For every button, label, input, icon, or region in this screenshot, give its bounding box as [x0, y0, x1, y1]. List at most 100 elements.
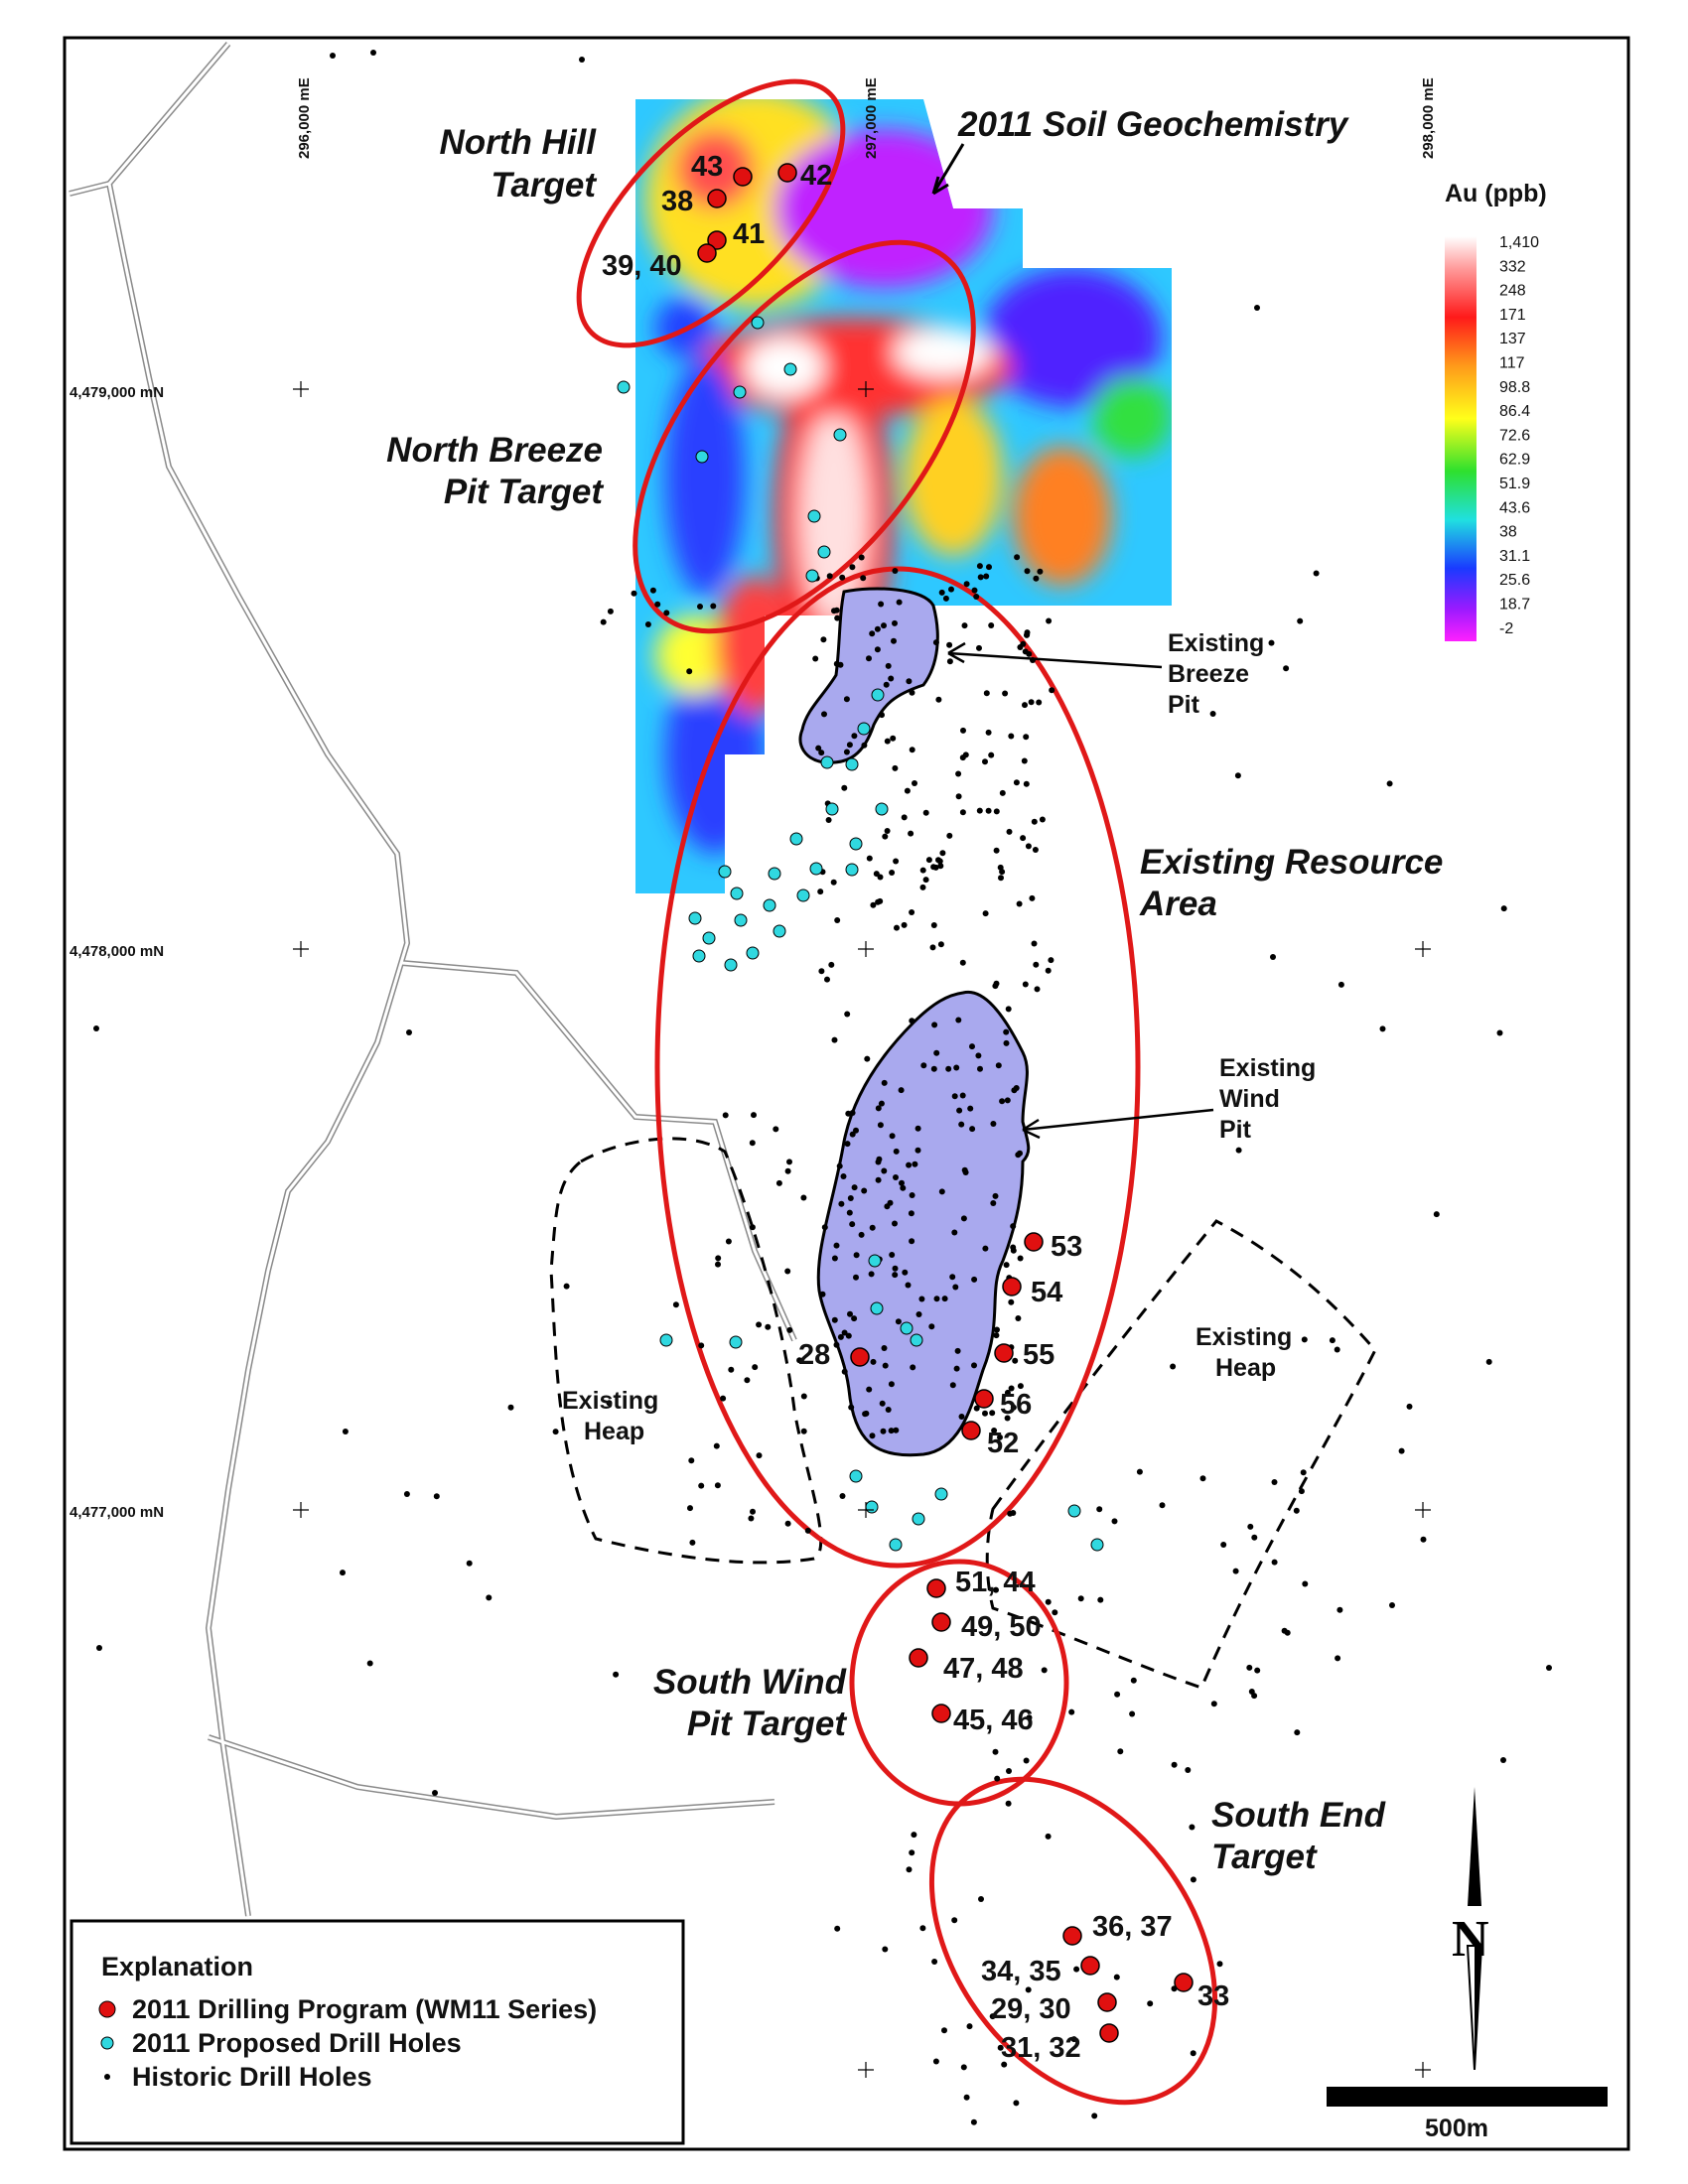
historic-drill-hole: [775, 1179, 782, 1186]
historic-drill-hole: [976, 644, 982, 651]
easting-297-label: 297,000 mE: [863, 77, 880, 159]
historic-drill-hole: [1216, 1961, 1223, 1968]
proposed-drill-hole: [695, 450, 709, 464]
proposed-drill-hole: [773, 924, 786, 938]
historic-drill-hole: [882, 833, 889, 840]
proposed-drill-hole: [817, 545, 831, 559]
historic-drill-holes: [93, 50, 1552, 2125]
historic-drill-hole: [744, 1377, 751, 1384]
historic-drill-hole: [1271, 1559, 1278, 1566]
historic-drill-hole: [406, 1029, 412, 1035]
historic-drill-hole: [891, 637, 897, 644]
historic-drill-hole: [902, 1269, 909, 1276]
historic-drill-hole: [882, 1946, 889, 1953]
historic-drill-hole: [975, 1052, 982, 1059]
historic-drill-hole: [951, 1229, 958, 1236]
historic-drill-hole: [901, 814, 908, 821]
historic-drill-hole: [784, 1520, 791, 1527]
historic-drill-hole: [953, 1064, 960, 1071]
drill-label-31-32: 31, 32: [1001, 2032, 1081, 2064]
historic-drill-hole: [951, 1917, 958, 1924]
drill-label-45-46: 45, 46: [953, 1705, 1034, 1736]
historic-drill-hole: [649, 587, 656, 594]
historic-drill-hole: [898, 1087, 905, 1094]
historic-drill-hole: [714, 1482, 721, 1489]
historic-drill-hole: [929, 944, 936, 951]
heap-east-label-2: Heap: [1215, 1354, 1276, 1382]
historic-drill-hole: [765, 1323, 772, 1330]
historic-drill-hole: [919, 884, 926, 890]
historic-drill-hole: [654, 601, 661, 608]
historic-drill-hole: [951, 1093, 958, 1100]
historic-drill-hole: [869, 1224, 876, 1231]
proposed-drill-hole: [734, 913, 748, 927]
north-hill-label-2: Target: [491, 166, 597, 205]
historic-drill-hole: [833, 1341, 840, 1348]
historic-drill-hole: [1025, 1986, 1032, 1993]
historic-drill-hole: [908, 830, 914, 837]
legend-value: 171: [1499, 307, 1526, 324]
historic-drill-hole: [992, 983, 999, 990]
proposed-drill-hole: [729, 1335, 743, 1349]
drill-label-29-30: 29, 30: [991, 1993, 1071, 2025]
proposed-drill-hole: [875, 802, 889, 816]
historic-drill-hole: [919, 867, 926, 874]
historic-drill-hole: [909, 689, 915, 696]
historic-drill-hole: [884, 1203, 891, 1210]
historic-drill-hole: [698, 1482, 705, 1489]
historic-drill-hole: [938, 1188, 945, 1195]
historic-drill-hole: [941, 1296, 948, 1302]
legend-color-ramp: [1445, 236, 1477, 641]
historic-drill-hole: [849, 1131, 856, 1138]
historic-drill-hole: [930, 864, 937, 871]
historic-drill-hole: [958, 1414, 965, 1420]
proposed-drill-hole: [730, 887, 744, 900]
historic-drill-hole: [1251, 1534, 1258, 1541]
historic-drill-hole: [750, 1508, 756, 1515]
historic-drill-hole: [894, 924, 900, 931]
historic-drill-hole: [1147, 2000, 1154, 2007]
drill-hole-2011: [974, 1389, 994, 1409]
legend-value: 25.6: [1499, 572, 1530, 589]
historic-drill-hole: [881, 622, 887, 629]
drill-hole-2011: [1062, 1926, 1082, 1946]
historic-drill-hole: [904, 787, 911, 794]
historic-drill-hole: [1136, 1468, 1143, 1475]
legend-value: 62.9: [1499, 452, 1530, 469]
soil-geochemistry-label: 2011 Soil Geochemistry: [957, 105, 1349, 144]
historic-drill-hole: [848, 1404, 855, 1411]
historic-drill-hole: [1005, 1800, 1012, 1807]
historic-drill-hole: [1246, 1664, 1253, 1671]
historic-drill-hole: [1029, 894, 1036, 901]
drill-hole-2011: [909, 1648, 928, 1668]
historic-drill-hole: [973, 1405, 980, 1412]
historic-drill-hole: [982, 1245, 989, 1252]
drill-label-56: 56: [1000, 1389, 1032, 1421]
historic-drill-hole: [915, 1311, 922, 1317]
historic-drill-hole: [1031, 940, 1038, 947]
historic-drill-hole: [1386, 780, 1393, 787]
northing-4477-label: 4,477,000 mN: [70, 1504, 164, 1521]
historic-drill-hole: [906, 678, 913, 685]
historic-drill-hole: [895, 1318, 902, 1325]
proposed-drill-hole: [865, 1500, 879, 1514]
drill-label-38: 38: [661, 186, 693, 217]
historic-drill-hole: [946, 658, 953, 665]
historic-drill-hole: [906, 1866, 913, 1873]
drill-label-41: 41: [733, 218, 765, 250]
historic-drill-hole: [756, 1452, 763, 1459]
historic-drill-hole: [992, 1748, 999, 1755]
historic-drill-hole: [877, 874, 884, 881]
historic-drill-hole: [330, 53, 336, 59]
historic-drill-hole: [955, 770, 962, 777]
north-hill-target-ellipse: [576, 78, 846, 348]
historic-drill-hole: [993, 847, 1000, 854]
historic-drill-hole: [1023, 1757, 1030, 1764]
historic-drill-hole: [989, 1410, 996, 1417]
proposed-drill-hole: [820, 755, 834, 769]
historic-drill-hole: [1037, 568, 1044, 575]
historic-drill-hole: [1077, 1595, 1084, 1602]
historic-drill-hole: [1017, 1383, 1024, 1390]
historic-drill-hole: [945, 1065, 952, 1072]
proposed-drill-hole: [807, 509, 821, 523]
